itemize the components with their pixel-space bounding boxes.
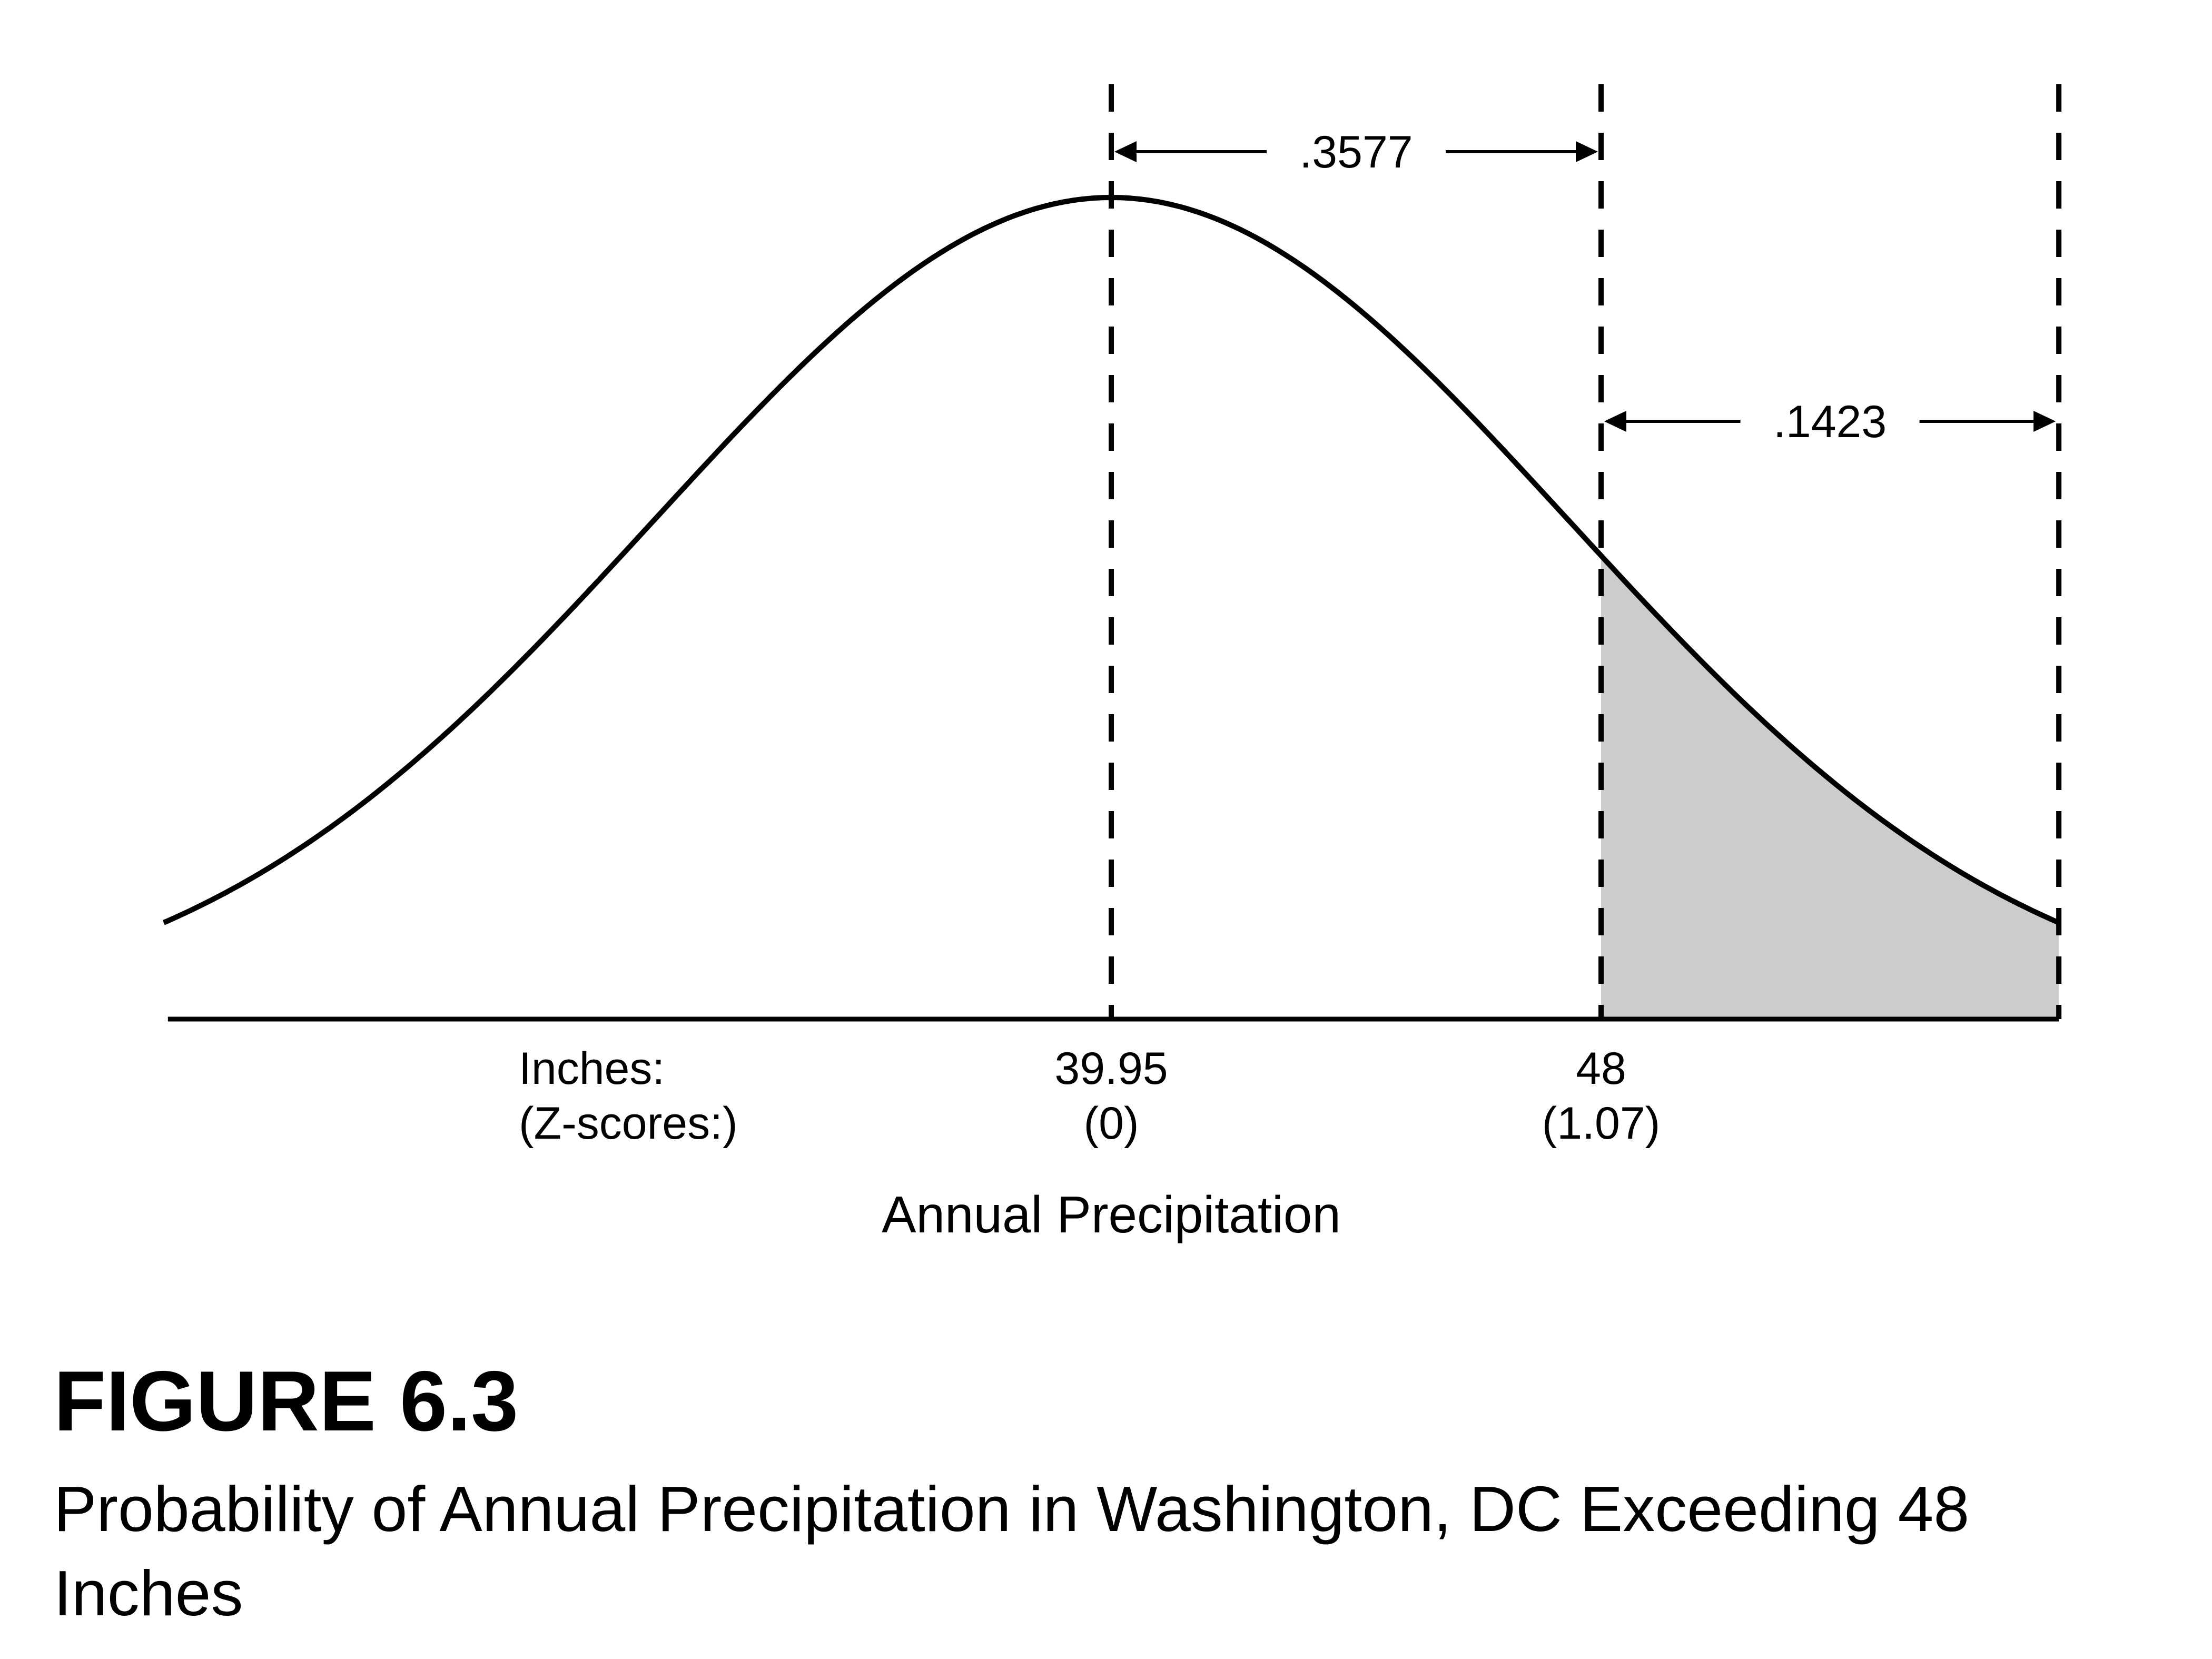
dashed-reference-lines [1109, 84, 2062, 1019]
zscores-row-label: (Z-scores:) [519, 1098, 738, 1149]
mean-to-cutoff-arrow-label: .3577 [1299, 127, 1413, 177]
inches-row-label: Inches: [519, 1043, 665, 1094]
area-arrows: .3577 .1423 [1114, 127, 2056, 447]
figure-number: FIGURE 6.3 [54, 1354, 519, 1449]
tail-area-arrow: .1423 [1604, 397, 2056, 447]
cutoff-value-label: 48 [1576, 1043, 1626, 1094]
axis-labels: Inches: (Z-scores:) 39.95 (0) 48 (1.07) … [519, 1043, 1660, 1243]
mean-to-cutoff-arrow: .3577 [1114, 127, 1598, 177]
x-axis-title: Annual Precipitation [882, 1186, 1341, 1243]
figure-caption: Probability of Annual Precipitation in W… [54, 1473, 1970, 1629]
shaded-tail-area [1601, 555, 2059, 1019]
cutoff-z-label: (1.07) [1542, 1098, 1661, 1149]
tail-area-arrow-label: .1423 [1773, 397, 1887, 447]
mean-value-label: 39.95 [1054, 1043, 1168, 1094]
mean-z-label: (0) [1083, 1098, 1139, 1149]
